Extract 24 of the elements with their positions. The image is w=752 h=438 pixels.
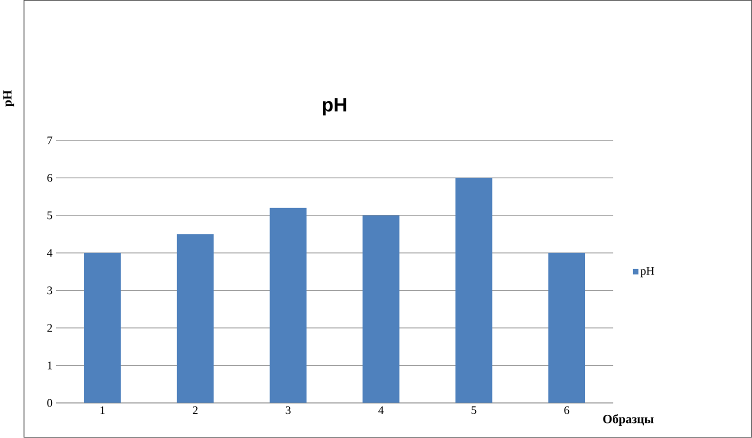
x-axis-title: Образцы — [603, 414, 654, 426]
x-tick-label: 5 — [472, 406, 476, 414]
bar — [455, 178, 492, 404]
legend-label: pH — [640, 267, 654, 278]
y-tick-label: 3 — [47, 286, 52, 294]
y-axis-title: pH — [3, 90, 14, 107]
y-tick-label: 1 — [48, 362, 52, 370]
bar — [84, 253, 121, 404]
bar — [176, 234, 214, 404]
y-tick-label: 4 — [47, 249, 52, 257]
y-tick-label: 6 — [47, 174, 52, 182]
y-tick-label: 7 — [48, 136, 52, 144]
x-tick-label: 4 — [378, 406, 384, 414]
y-tick-label: 2 — [47, 324, 52, 332]
x-tick-label: 2 — [192, 406, 198, 414]
x-tick-label: 3 — [286, 406, 291, 414]
bar — [362, 216, 400, 404]
y-tick-label: 0 — [47, 399, 52, 407]
x-tick-label: 6 — [564, 406, 570, 414]
bar — [270, 208, 307, 404]
chart-title: pH — [322, 98, 346, 116]
bar — [548, 253, 586, 404]
y-tick-label: 5 — [47, 212, 52, 220]
x-tick-label: 1 — [100, 406, 105, 414]
